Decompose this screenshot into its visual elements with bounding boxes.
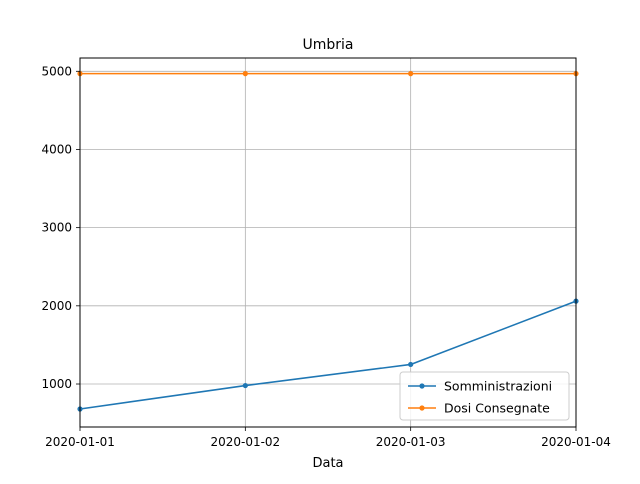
y-tick-label: 4000 (41, 142, 72, 156)
tick-layer: 2020-01-01 2020-01-02 2020-01-03 2020-01-04… (41, 64, 610, 449)
x-tick-label: 2020-01-03 (376, 435, 446, 449)
plot-frame (79, 57, 577, 428)
data-point (408, 361, 414, 368)
y-tick-label: 3000 (41, 221, 72, 235)
y-tick-label: 5000 (41, 64, 72, 78)
y-tick-label: 2000 (41, 299, 72, 313)
legend-box (399, 371, 570, 421)
y-tick-label: 1000 (41, 377, 72, 391)
legend-swatch-marker (419, 405, 425, 411)
legend-label: Somministrazioni (444, 379, 552, 394)
series-line-0 (79, 300, 577, 410)
data-point (242, 71, 248, 77)
x-tick-label: 2020-01-01 (45, 435, 115, 449)
data-point (242, 382, 248, 389)
legend-swatch-marker (419, 383, 425, 389)
legend-label: Dosi Consegnate (444, 401, 550, 416)
chart-title: Umbria (303, 37, 354, 53)
data-point (408, 71, 414, 77)
legend: Somministrazioni Dosi Consegnate (399, 371, 570, 421)
x-tick-label: 2020-01-02 (210, 435, 280, 449)
x-axis-label: Data (312, 456, 343, 471)
series-layer (77, 71, 579, 412)
x-tick-label: 2020-01-04 (541, 435, 611, 449)
